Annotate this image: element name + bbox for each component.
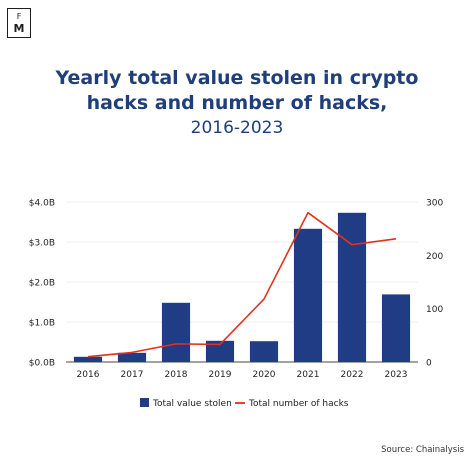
- chart-title-line1: Yearly total value stolen in crypto: [55, 67, 419, 89]
- legend-label-line: Total number of hacks: [248, 399, 349, 409]
- y-right-tick-label: 100: [426, 305, 443, 315]
- bar: [73, 356, 103, 362]
- bar: [249, 341, 279, 362]
- bar: [337, 212, 367, 362]
- y-left-tick-label: $2.0B: [29, 279, 55, 289]
- bar: [161, 302, 191, 362]
- x-tick-label: 2023: [385, 370, 408, 380]
- y-left-tick-label: $0.0B: [29, 359, 55, 369]
- bar: [205, 340, 235, 362]
- bar: [293, 228, 323, 362]
- bar: [381, 294, 411, 362]
- y-right-tick-label: 200: [426, 252, 443, 262]
- source-note: Source: Chainalysis: [381, 445, 464, 455]
- x-tick-label: 2022: [341, 370, 364, 380]
- chart-subtitle: 2016-2023: [190, 118, 284, 138]
- y-left-tick-label: $4.0B: [29, 199, 55, 209]
- x-tick-label: 2021: [297, 370, 320, 380]
- brand-logo-top: F: [16, 11, 22, 21]
- bar: [117, 352, 147, 362]
- x-tick-label: 2017: [121, 370, 144, 380]
- legend-label-bar: Total value stolen: [152, 399, 232, 409]
- chart-title-line2: hacks and number of hacks,: [86, 92, 388, 114]
- y-left-tick-label: $1.0B: [29, 319, 55, 329]
- y-right-tick-label: 300: [426, 199, 443, 209]
- x-tick-label: 2019: [209, 370, 232, 380]
- y-right-tick-label: 0: [426, 359, 432, 369]
- brand-logo: F M: [7, 8, 31, 38]
- chart-title: Yearly total value stolen in crypto hack…: [0, 66, 474, 140]
- brand-logo-bottom: M: [13, 21, 25, 35]
- x-tick-label: 2020: [253, 370, 276, 380]
- legend-swatch-bar: [140, 398, 149, 407]
- y-left-tick-label: $3.0B: [29, 239, 55, 249]
- series-line-hacks: [87, 211, 397, 358]
- x-tick-label: 2016: [77, 370, 100, 380]
- x-tick-label: 2018: [165, 370, 188, 380]
